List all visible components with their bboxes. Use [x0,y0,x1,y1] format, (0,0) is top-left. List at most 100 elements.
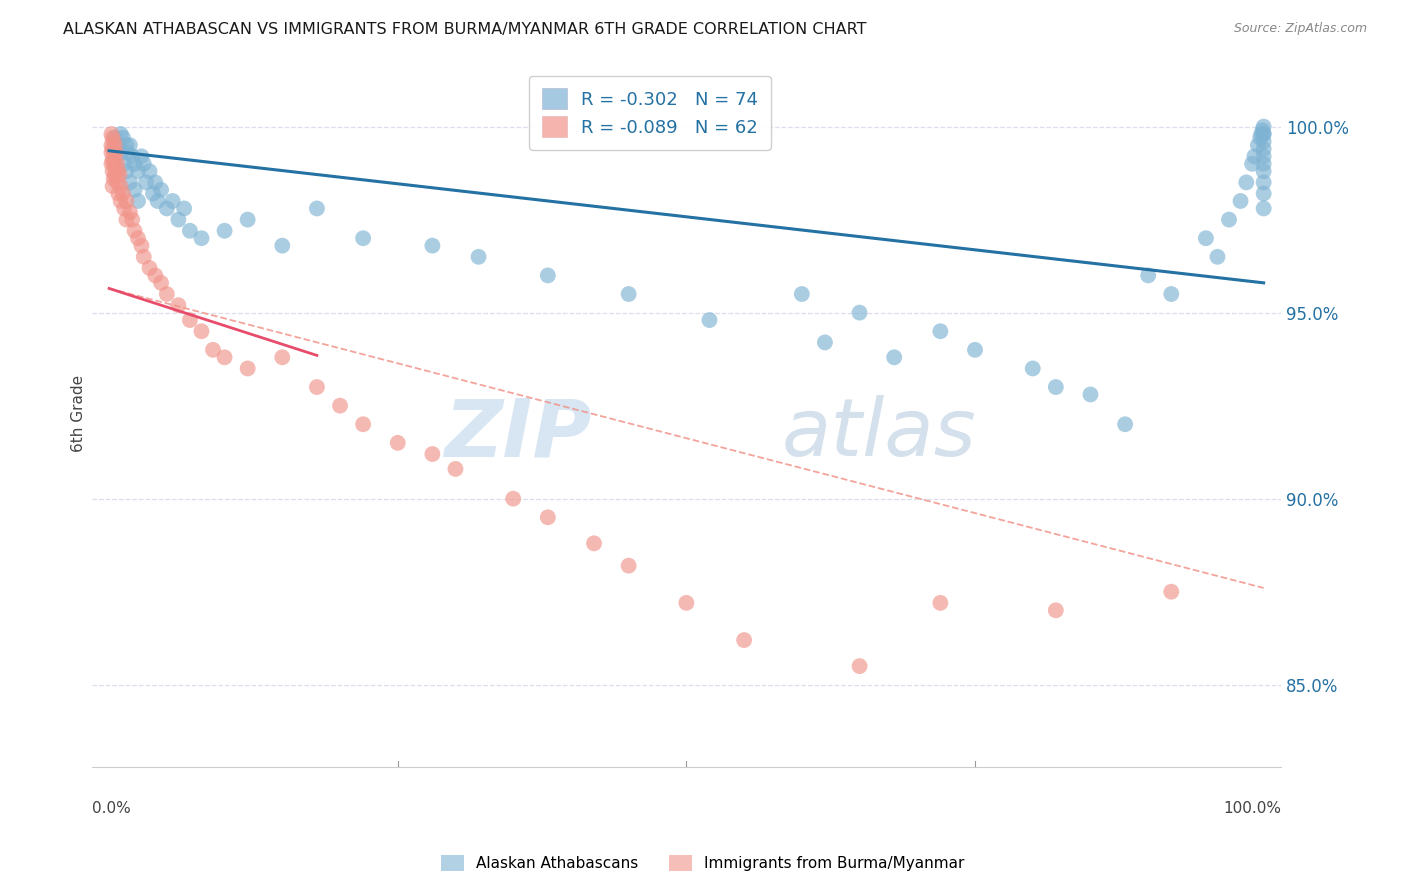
Point [150,276,173,290]
Point [112,202,135,216]
Point [929,596,952,610]
Point [582,536,605,550]
Point [848,659,870,673]
Y-axis label: 6th Grade: 6th Grade [72,375,86,451]
Point [101,164,124,178]
Point [146,194,169,208]
Point [138,164,160,178]
Point [111,186,134,201]
Text: 100.0%: 100.0% [1223,800,1281,815]
Point [179,313,201,327]
Point [1253,164,1275,178]
Point [121,149,143,163]
Point [1022,361,1045,376]
Point [105,175,128,189]
Point [190,324,212,338]
Point [124,157,146,171]
Point [115,194,138,208]
Point [236,361,259,376]
Point [101,142,124,156]
Point [848,305,870,319]
Point [236,212,259,227]
Point [883,351,905,365]
Point [1250,127,1272,141]
Point [150,183,173,197]
Point [1195,231,1218,245]
Legend: R = -0.302   N = 74, R = -0.089   N = 62: R = -0.302 N = 74, R = -0.089 N = 62 [529,76,770,150]
Point [733,633,755,648]
Point [105,157,128,171]
Point [1160,287,1182,301]
Point [110,127,132,141]
Point [1253,157,1275,171]
Point [112,157,135,171]
Point [1218,212,1240,227]
Text: ALASKAN ATHABASCAN VS IMMIGRANTS FROM BURMA/MYANMAR 6TH GRADE CORRELATION CHART: ALASKAN ATHABASCAN VS IMMIGRANTS FROM BU… [63,22,866,37]
Point [699,313,721,327]
Point [135,175,157,189]
Point [117,145,139,160]
Point [1206,250,1229,264]
Point [132,250,155,264]
Point [124,224,146,238]
Point [118,175,141,189]
Point [111,130,134,145]
Point [1045,380,1067,394]
Point [173,202,195,216]
Point [202,343,225,357]
Point [127,194,149,208]
Point [502,491,524,506]
Point [115,212,138,227]
Point [138,260,160,275]
Point [1234,175,1257,189]
Point [167,212,190,227]
Point [214,351,236,365]
Point [1251,123,1274,137]
Point [101,130,124,145]
Point [105,164,128,178]
Point [100,127,122,141]
Point [1249,130,1271,145]
Point [104,168,127,182]
Point [963,343,986,357]
Point [156,202,179,216]
Point [1253,149,1275,163]
Point [107,138,129,153]
Point [271,238,294,252]
Point [1253,175,1275,189]
Text: Source: ZipAtlas.com: Source: ZipAtlas.com [1233,22,1367,36]
Point [1114,417,1136,432]
Point [305,202,328,216]
Point [103,145,125,160]
Point [1253,120,1275,134]
Point [121,212,143,227]
Point [352,417,374,432]
Point [100,145,122,160]
Point [929,324,952,338]
Point [422,447,444,461]
Point [162,194,184,208]
Point [124,183,146,197]
Point [814,335,837,350]
Point [329,399,352,413]
Point [101,153,124,167]
Point [352,231,374,245]
Legend: Alaskan Athabascans, Immigrants from Burma/Myanmar: Alaskan Athabascans, Immigrants from Bur… [436,849,970,877]
Point [131,149,153,163]
Point [156,287,179,301]
Point [617,558,640,573]
Point [105,145,128,160]
Point [118,205,141,219]
Point [537,510,560,524]
Text: 0.0%: 0.0% [91,800,131,815]
Point [110,194,132,208]
Point [1253,135,1275,149]
Point [107,186,129,201]
Point [100,157,122,171]
Point [100,138,122,153]
Point [1253,186,1275,201]
Point [167,298,190,312]
Point [1243,149,1265,163]
Point [115,138,138,153]
Point [190,231,212,245]
